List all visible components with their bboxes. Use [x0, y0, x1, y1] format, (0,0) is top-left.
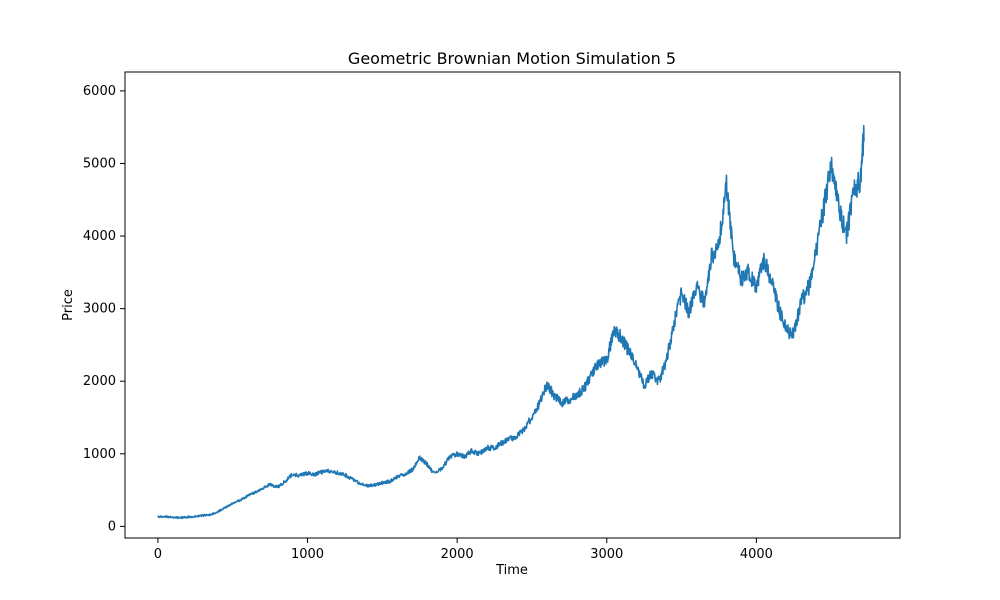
y-tick-label: 4000: [83, 229, 116, 244]
y-tick-label: 2000: [83, 374, 116, 389]
price-line: [157, 124, 865, 520]
x-tick-label: 2000: [441, 547, 474, 562]
y-axis-ticks: 0 1000 2000 3000 4000 5000 6000: [83, 84, 125, 534]
x-tick-label: 4000: [740, 547, 773, 562]
y-tick-label: 0: [108, 519, 116, 534]
y-tick-label: 5000: [83, 156, 116, 171]
x-axis-label: Time: [495, 563, 528, 578]
y-tick-label: 3000: [83, 302, 116, 317]
y-axis-label: Price: [61, 289, 76, 321]
x-tick-label: 1000: [291, 547, 324, 562]
plot-frame: [124, 71, 901, 539]
x-axis-ticks: 0 1000 2000 3000 4000: [154, 538, 773, 562]
y-tick-label: 6000: [83, 84, 116, 99]
chart-title: Geometric Brownian Motion Simulation 5: [348, 49, 676, 68]
x-tick-label: 3000: [590, 547, 623, 562]
plot-area: [125, 72, 900, 538]
x-tick-label: 0: [154, 547, 162, 562]
y-tick-label: 1000: [83, 447, 116, 462]
